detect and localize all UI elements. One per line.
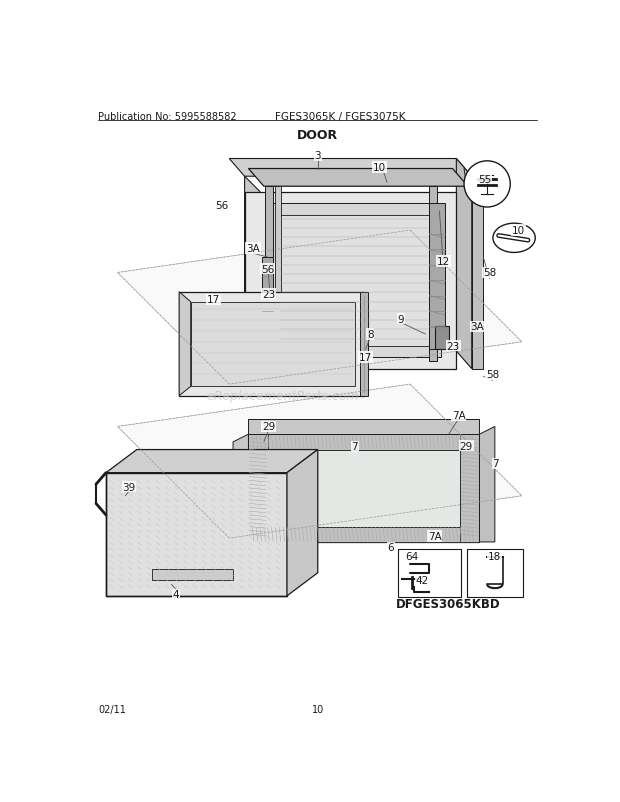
Text: 18: 18 <box>488 551 502 561</box>
Polygon shape <box>106 473 287 596</box>
Text: 10: 10 <box>312 704 324 714</box>
Text: 29: 29 <box>460 441 473 452</box>
Text: FGES3065K / FGES3075K: FGES3065K / FGES3075K <box>275 111 406 122</box>
Polygon shape <box>249 419 479 435</box>
Polygon shape <box>360 293 368 396</box>
Polygon shape <box>265 187 273 362</box>
Polygon shape <box>287 450 317 596</box>
Polygon shape <box>245 192 456 369</box>
Polygon shape <box>106 450 317 473</box>
Text: 12: 12 <box>436 257 450 266</box>
Text: 9: 9 <box>397 314 404 324</box>
Text: 3A: 3A <box>470 322 484 332</box>
Polygon shape <box>179 293 364 396</box>
Text: 23: 23 <box>446 341 460 351</box>
Text: 4: 4 <box>173 589 179 600</box>
Text: 55: 55 <box>478 174 492 184</box>
Polygon shape <box>245 177 260 385</box>
Text: 17: 17 <box>207 295 221 305</box>
Polygon shape <box>428 187 437 362</box>
Polygon shape <box>456 160 472 369</box>
Polygon shape <box>268 450 460 527</box>
Polygon shape <box>229 160 472 177</box>
Polygon shape <box>275 187 281 362</box>
Text: DOOR: DOOR <box>297 128 339 141</box>
Polygon shape <box>191 302 355 387</box>
Text: 10: 10 <box>512 226 525 236</box>
FancyBboxPatch shape <box>467 549 523 597</box>
Text: 17: 17 <box>359 353 372 363</box>
Text: 56: 56 <box>216 200 229 210</box>
Polygon shape <box>179 293 191 396</box>
Text: 29: 29 <box>262 422 275 432</box>
Text: 6: 6 <box>388 543 394 553</box>
Circle shape <box>464 162 510 208</box>
Text: 7: 7 <box>492 459 499 469</box>
Polygon shape <box>152 569 233 581</box>
Text: 64: 64 <box>405 551 418 561</box>
Text: 10: 10 <box>373 163 386 172</box>
Polygon shape <box>249 435 479 542</box>
Text: 7A: 7A <box>452 411 466 420</box>
Text: Publication No: 5995588582: Publication No: 5995588582 <box>99 111 237 122</box>
Polygon shape <box>233 435 249 550</box>
Text: 3A: 3A <box>246 244 260 253</box>
Text: 23: 23 <box>262 290 275 300</box>
Text: 56: 56 <box>261 265 274 274</box>
Text: 7: 7 <box>352 442 358 452</box>
Polygon shape <box>460 435 479 542</box>
Polygon shape <box>268 204 441 358</box>
Polygon shape <box>118 385 522 538</box>
Polygon shape <box>479 427 495 542</box>
Polygon shape <box>249 527 479 542</box>
Text: 58: 58 <box>483 268 496 278</box>
Polygon shape <box>249 169 468 187</box>
Polygon shape <box>430 204 445 350</box>
Text: 7A: 7A <box>428 531 441 541</box>
Polygon shape <box>249 435 479 450</box>
Polygon shape <box>118 231 522 385</box>
Text: 8: 8 <box>367 330 373 339</box>
Text: 39: 39 <box>123 482 136 492</box>
Polygon shape <box>279 216 430 346</box>
Text: 58: 58 <box>486 370 499 379</box>
Text: 02/11: 02/11 <box>99 704 126 714</box>
Polygon shape <box>435 327 449 350</box>
Text: DFGES3065KBD: DFGES3065KBD <box>396 597 501 610</box>
Text: 42: 42 <box>416 576 429 585</box>
Polygon shape <box>262 257 273 327</box>
Polygon shape <box>472 177 484 369</box>
Text: eReplacementParts.com: eReplacementParts.com <box>207 390 360 403</box>
Polygon shape <box>249 435 268 542</box>
Text: 3: 3 <box>314 152 321 161</box>
FancyBboxPatch shape <box>398 549 461 597</box>
Ellipse shape <box>493 224 535 253</box>
